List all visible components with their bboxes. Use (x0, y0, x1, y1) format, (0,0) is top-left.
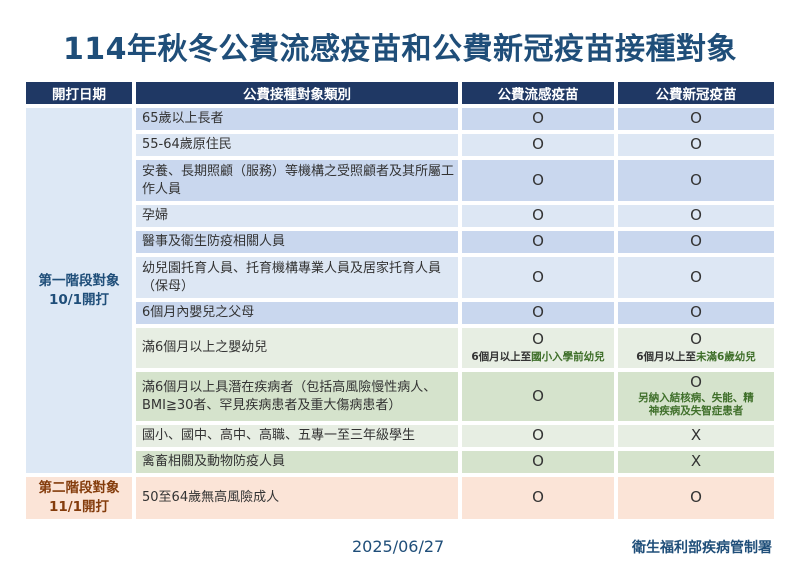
covid-cell: O (618, 477, 774, 519)
table-row: 55-64歲原住民 O O (26, 134, 774, 156)
covid-cell: O (618, 205, 774, 227)
flu-cell: O (462, 160, 614, 201)
category-cell: 6個月內嬰兒之父母 (136, 302, 458, 324)
covid-cell: O 6個月以上至未滿6歲幼兒 (618, 328, 774, 368)
category-cell: 孕婦 (136, 205, 458, 227)
category-cell: 幼兒園托育人員、托育機構專業人員及居家托育人員（保母） (136, 257, 458, 298)
covid-cell: O 另納入結核病、失能、精神疾病及失智症患者 (618, 372, 774, 421)
covid-cell: X (618, 425, 774, 447)
stage-date: 10/1開打 (48, 291, 110, 308)
table-row: 孕婦 O O (26, 205, 774, 227)
covid-mark: O (690, 135, 702, 153)
category-cell: 55-64歲原住民 (136, 134, 458, 156)
category-cell: 國小、國中、高中、高職、五專一至三年級學生 (136, 425, 458, 447)
stage-1-cell: 第一階段對象 10/1開打 (26, 108, 132, 473)
covid-mark: O (690, 303, 702, 321)
covid-mark: O (690, 373, 702, 391)
note-highlight: 國小入學前幼兒 (531, 351, 605, 363)
table-header-row: 開打日期 公費接種對象類別 公費流感疫苗 公費新冠疫苗 (26, 82, 774, 104)
flu-mark: O (532, 386, 544, 405)
flu-mark: O (532, 488, 544, 506)
flu-cell: O (462, 451, 614, 473)
table-row: 醫事及衛生防疫相關人員 O O (26, 231, 774, 253)
flu-mark: O (532, 206, 544, 224)
stage-date: 11/1開打 (48, 499, 110, 515)
covid-note: 另納入結核病、失能、精神疾病及失智症患者 (638, 392, 754, 417)
table-row: 國小、國中、高中、高職、五專一至三年級學生 O X (26, 425, 774, 447)
table-row: 6個月內嬰兒之父母 O O (26, 302, 774, 324)
category-cell: 50至64歲無高風險成人 (136, 477, 458, 519)
flu-cell: O (462, 205, 614, 227)
page-title: 114年秋冬公費流感疫苗和公費新冠疫苗接種對象 (62, 32, 738, 67)
covid-mark: O (690, 488, 702, 506)
covid-mark: X (690, 426, 702, 444)
covid-mark: O (690, 267, 702, 286)
flu-mark: O (532, 135, 544, 153)
table-row: 滿6個月以上之嬰幼兒 O 6個月以上至國小入學前幼兒 O 6個月以上至未滿6歲幼兒 (26, 328, 774, 368)
header-covid: 公費新冠疫苗 (618, 82, 774, 104)
table-row: 幼兒園托育人員、托育機構專業人員及居家托育人員（保母） O O (26, 257, 774, 298)
flu-mark: O (532, 426, 544, 444)
flu-cell: O (462, 231, 614, 253)
flu-mark: O (532, 232, 544, 250)
table-row: 第一階段對象 10/1開打 65歲以上長者 O O (26, 108, 774, 473)
flu-cell: O (462, 425, 614, 447)
flu-cell: O (462, 302, 614, 324)
flu-cell: O (462, 372, 614, 421)
category-cell: 安養、長期照顧（服務）等機構之受照顧者及其所屬工作人員 (136, 160, 458, 201)
header-category: 公費接種對象類別 (136, 82, 458, 104)
header-flu: 公費流感疫苗 (462, 82, 614, 104)
covid-cell: O (618, 231, 774, 253)
flu-mark: O (532, 109, 544, 127)
category-cell: 65歲以上長者 (136, 108, 458, 130)
flu-cell: O (462, 477, 614, 519)
table-row: 第二階段對象 11/1開打 50至64歲無高風險成人 O O (26, 477, 774, 519)
flu-mark: O (532, 303, 544, 321)
flu-mark: O (532, 170, 544, 189)
covid-mark: O (690, 109, 702, 127)
note-part: 6個月以上至 (636, 351, 696, 363)
flu-note: 6個月以上至國小入學前幼兒 (471, 351, 604, 363)
covid-cell: O (618, 134, 774, 156)
covid-mark: X (690, 452, 702, 470)
category-cell: 滿6個月以上之嬰幼兒 (136, 328, 458, 368)
category-cell: 滿6個月以上具潛在疾病者（包括高風險慢性病人、BMI≧30者、罕見疾病患者及重大… (136, 372, 458, 421)
table-row: 禽畜相關及動物防疫人員 O X (26, 451, 774, 473)
category-cell: 醫事及衛生防疫相關人員 (136, 231, 458, 253)
table-row: 安養、長期照顧（服務）等機構之受照顧者及其所屬工作人員 O O (26, 160, 774, 201)
eligibility-table: 開打日期 公費接種對象類別 公費流感疫苗 公費新冠疫苗 第一階段對象 10/1開打… (22, 78, 778, 523)
category-cell: 禽畜相關及動物防疫人員 (136, 451, 458, 473)
covid-cell: X (618, 451, 774, 473)
covid-mark: O (690, 330, 702, 348)
flu-cell: O (462, 134, 614, 156)
stage-label: 第一階段對象 (38, 272, 120, 289)
publish-date: 2025/06/27 (352, 537, 445, 556)
header-date: 開打日期 (26, 82, 132, 104)
covid-cell: O (618, 160, 774, 201)
flu-mark: O (532, 267, 544, 286)
covid-note: 6個月以上至未滿6歲幼兒 (636, 351, 756, 363)
organization-name: 衛生福利部疾病管制署 (632, 540, 772, 556)
flu-mark: O (532, 452, 544, 470)
covid-cell: O (618, 108, 774, 130)
note-part: 6個月以上至 (471, 351, 532, 363)
covid-cell: O (618, 257, 774, 298)
flu-mark: O (532, 330, 544, 348)
stage-label: 第二階段對象 (38, 480, 120, 496)
covid-mark: O (690, 206, 702, 224)
flu-cell: O (462, 257, 614, 298)
covid-cell: O (618, 302, 774, 324)
covid-mark: O (690, 232, 702, 250)
flu-cell: O 6個月以上至國小入學前幼兒 (462, 328, 614, 368)
table-row: 滿6個月以上具潛在疾病者（包括高風險慢性病人、BMI≧30者、罕見疾病患者及重大… (26, 372, 774, 421)
covid-mark: O (690, 170, 702, 189)
stage-2-cell: 第二階段對象 11/1開打 (26, 477, 132, 519)
note-highlight: 未滿6歲幼兒 (696, 351, 756, 363)
flu-cell: O (462, 108, 614, 130)
